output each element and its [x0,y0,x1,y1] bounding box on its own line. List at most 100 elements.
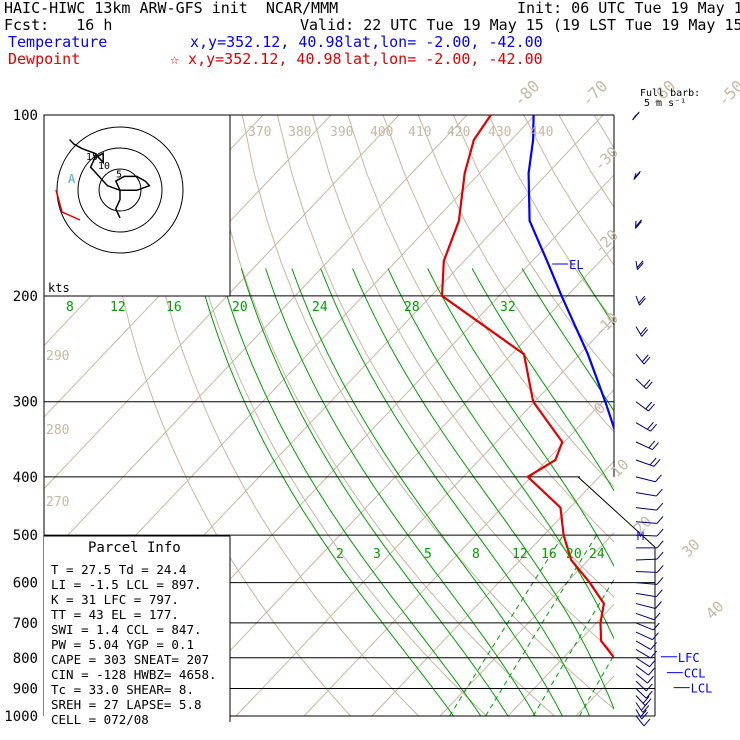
isotherm-label: -80 [510,76,544,110]
wind-barb-flag [650,650,657,659]
pressure-tick-label: 300 [13,395,38,411]
pressure-tick-label: 400 [13,470,38,486]
wind-barb-flag [656,589,663,598]
isotherm-label: 30 [678,535,704,561]
barb-key-units: 5 m s⁻¹ [644,98,686,109]
wind-barb-staff [635,401,649,412]
wind-barb-staff [635,582,658,585]
moist-adiabat-line [387,268,614,640]
wind-barb-flag [635,219,643,228]
moist-adiabat-line [265,268,536,717]
theta-label: 370 [248,125,271,140]
wind-barb-staff [635,592,657,598]
dry-adiabat-line [101,115,351,717]
wind-barb-flag [656,551,664,560]
dry-adiabat-line [241,115,614,710]
hodograph-storm-motion [55,189,81,221]
isotherm-label: -20 [590,226,622,258]
moist-adiabat-line [352,268,614,711]
parcel-info-row: CAPE = 303 SNEAT= 207 [51,652,209,667]
moist-adiabat-line [240,268,509,717]
wind-barb-flag [647,675,654,684]
dry-adiabat-line [735,115,740,716]
dewpoint-legend-label: Dewpoint [8,50,81,68]
wind-barb-staff [635,476,656,483]
pressure-tick-label: 100 [13,108,38,124]
valid-time: Valid: 22 UTC Tue 19 May 15 (19 LST Tue … [300,16,740,34]
wind-barb-flag [656,565,664,573]
mixing-ratio-line [485,534,598,717]
hodograph-ring-label: 15 [86,152,98,163]
isotherm-label: 20 [630,512,656,538]
mixing-ratio-label: 24 [312,300,328,315]
wind-barb-flag [637,262,644,270]
isotherm-line [439,532,614,717]
mixing-ratio-label: 12 [512,547,528,562]
theta-label: 430 [488,125,511,140]
wind-barb-flag [641,354,649,363]
dry-adiabat-line [382,115,614,488]
wind-barb-flag [655,474,662,483]
pressure-tick-label: 200 [13,289,38,305]
pressure-tick-label: 600 [13,576,38,592]
wind-barb-staff [635,521,658,524]
dry-adiabat-line [312,115,614,598]
wind-barb-staff [635,709,643,720]
pressure-tick-label: 500 [13,528,38,544]
wind-barb-staff [635,680,647,692]
parcel-info-background [44,536,230,722]
mixing-ratio-label: 12 [110,300,126,315]
isotherm-label: -10 [590,309,622,341]
isotherm-line [44,115,400,490]
pressure-tick-label: 800 [13,651,38,667]
parcel-info-row: Tc = 33.0 SHEAR= 8. [51,682,194,697]
plot-title: HAIC-HIWC 13km ARW-GFS init NCAR/MMM [4,0,339,17]
wind-barb-flag [653,612,661,621]
theta-label: 420 [447,125,470,140]
dry-adiabat-line [136,115,419,717]
pressure-tick-label: 900 [13,681,38,697]
wind-barb-flag [649,659,656,668]
wind-barb-staff [635,640,651,650]
wind-barb-staff [635,378,647,390]
theta-label: 410 [408,125,431,140]
wind-barb-flag [632,111,640,120]
moist-adiabat-line [291,268,563,717]
hodograph-ring-label: 5 [116,169,122,180]
temperature-location: x,y=352.12, 40.98 [190,33,344,51]
parcel-info-row: SREH = 27 LAPSE= 5.8 [51,697,202,712]
level-marker-label: M [637,529,644,543]
isotherm-line [235,317,614,717]
moist-adiabat-line [521,268,614,413]
wind-barb-flag [645,381,653,390]
forecast-hour: Fcst: 16 h [4,16,113,34]
init-time: Init: 06 UTC Tue 19 May 15 [517,0,740,17]
dry-adiabat-line [452,115,614,378]
wind-barb-flag [641,711,649,720]
hodograph-units: kts [48,281,70,295]
wind-barb-staff [635,353,645,365]
wind-barb-staff [635,534,658,537]
isotherm-line [167,245,614,717]
wind-barb-staff [635,295,640,306]
level-marker-label: LCL [691,682,713,696]
wind-barb-flag [649,457,657,466]
wind-barb-flag [650,423,657,432]
barb-key-label: Full barb: [640,88,700,99]
wind-barb-staff [635,459,655,467]
wind-barb-flag [648,440,656,449]
moist-adiabat-line [471,268,614,492]
isotherm-line [44,115,468,561]
dry-adiabat-line [593,115,614,149]
parcel-info-row: TT = 43 EL = 177. [51,607,179,622]
wind-barb-flag [645,690,653,699]
mixing-ratio-label: 24 [589,547,605,562]
wind-barb-flag [650,642,657,650]
wind-barb-flag [656,577,664,585]
mixing-ratio-label: 2 [336,547,344,562]
theta-label: 400 [370,125,393,140]
wind-barb-flag [633,172,641,180]
dry-adiabat-line [665,115,740,716]
sounding-line-temperature [527,115,614,432]
wind-barb-staff [635,702,644,713]
